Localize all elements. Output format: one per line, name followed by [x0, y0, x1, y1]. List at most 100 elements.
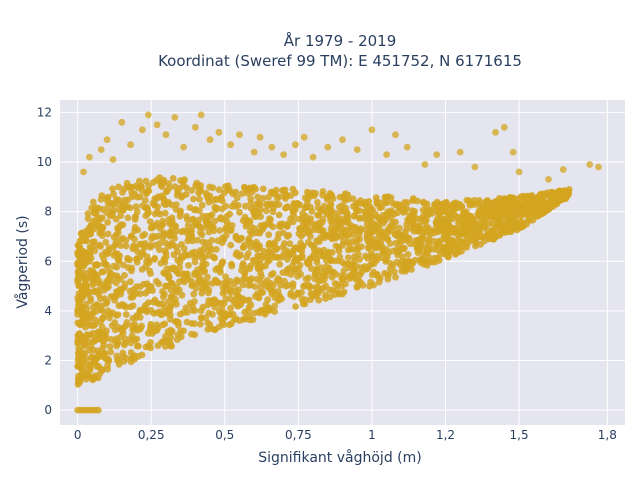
data-point: [146, 218, 154, 226]
data-point: [459, 230, 466, 238]
data-point: [154, 342, 162, 349]
data-point: [341, 273, 349, 281]
data-point: [305, 274, 312, 282]
data-point: [91, 275, 99, 282]
data-point: [222, 224, 230, 232]
data-point: [314, 199, 321, 206]
outlier-point: [300, 133, 308, 141]
outlier-point: [197, 111, 205, 119]
data-point: [93, 210, 100, 217]
data-point: [95, 328, 103, 336]
data-point: [196, 223, 204, 231]
data-point: [373, 256, 381, 264]
data-point: [197, 247, 204, 254]
data-point: [98, 251, 106, 259]
data-point: [445, 216, 453, 224]
data-point: [246, 316, 254, 324]
data-point: [106, 314, 113, 322]
data-point: [75, 270, 82, 278]
data-point: [386, 265, 394, 273]
data-point: [128, 193, 136, 201]
outlier-point: [421, 161, 429, 168]
data-point: [146, 267, 153, 275]
data-point: [238, 266, 245, 274]
data-point: [387, 222, 394, 230]
data-point: [323, 263, 330, 270]
data-point: [293, 255, 300, 263]
data-point: [284, 250, 291, 257]
data-point: [452, 241, 459, 249]
data-point: [79, 358, 87, 366]
data-point: [130, 243, 138, 251]
data-point: [222, 273, 230, 281]
data-point: [222, 295, 230, 303]
data-point: [126, 204, 134, 212]
data-point: [296, 261, 304, 269]
data-point: [251, 225, 258, 232]
data-point: [92, 262, 99, 269]
data-point: [172, 206, 180, 213]
data-point: [147, 224, 155, 232]
data-point: [180, 245, 188, 252]
outlier-point: [403, 143, 411, 151]
data-point: [246, 218, 254, 226]
data-point: [252, 185, 259, 193]
data-point: [557, 193, 565, 201]
data-point: [197, 320, 204, 328]
data-point: [76, 250, 84, 258]
data-point: [299, 230, 307, 238]
outlier-point: [97, 146, 105, 154]
data-point: [99, 268, 107, 276]
data-point: [403, 225, 411, 233]
data-point: [123, 179, 131, 187]
data-point: [104, 249, 112, 257]
data-point: [142, 197, 149, 204]
data-point: [110, 201, 117, 209]
data-point: [211, 304, 219, 311]
data-point: [124, 214, 132, 222]
data-point: [331, 226, 339, 234]
data-point: [252, 213, 260, 221]
data-point: [115, 324, 122, 331]
data-point: [182, 228, 190, 236]
data-point: [165, 180, 173, 187]
data-point: [81, 336, 89, 343]
data-point: [304, 260, 312, 268]
data-point: [401, 244, 408, 252]
data-point: [281, 191, 289, 198]
y-tick-label: 8: [44, 205, 52, 219]
data-point: [447, 202, 455, 209]
data-point: [139, 202, 147, 210]
data-point: [74, 337, 82, 344]
data-point: [404, 216, 411, 224]
data-point: [482, 206, 490, 214]
data-point: [136, 193, 144, 201]
data-point: [118, 301, 126, 308]
data-point: [271, 302, 279, 310]
data-point: [259, 289, 267, 296]
outlier-point: [171, 114, 179, 121]
data-point: [117, 212, 125, 220]
outlier-point: [80, 168, 87, 176]
data-point: [174, 269, 182, 276]
data-point: [95, 350, 102, 358]
data-point: [478, 213, 486, 221]
data-point: [476, 231, 484, 238]
data-point: [110, 252, 118, 259]
data-point: [103, 327, 110, 335]
data-point: [133, 258, 141, 266]
data-point: [169, 241, 177, 249]
data-point: [184, 222, 192, 230]
outlier-point: [250, 148, 258, 156]
data-point: [78, 256, 86, 263]
outlier-point: [144, 111, 152, 119]
data-point: [147, 241, 155, 249]
data-point: [218, 197, 226, 205]
data-point: [418, 234, 426, 242]
data-point: [396, 204, 404, 212]
data-point: [136, 177, 143, 185]
data-point: [122, 311, 130, 318]
data-point: [122, 237, 130, 244]
data-point: [114, 311, 122, 318]
